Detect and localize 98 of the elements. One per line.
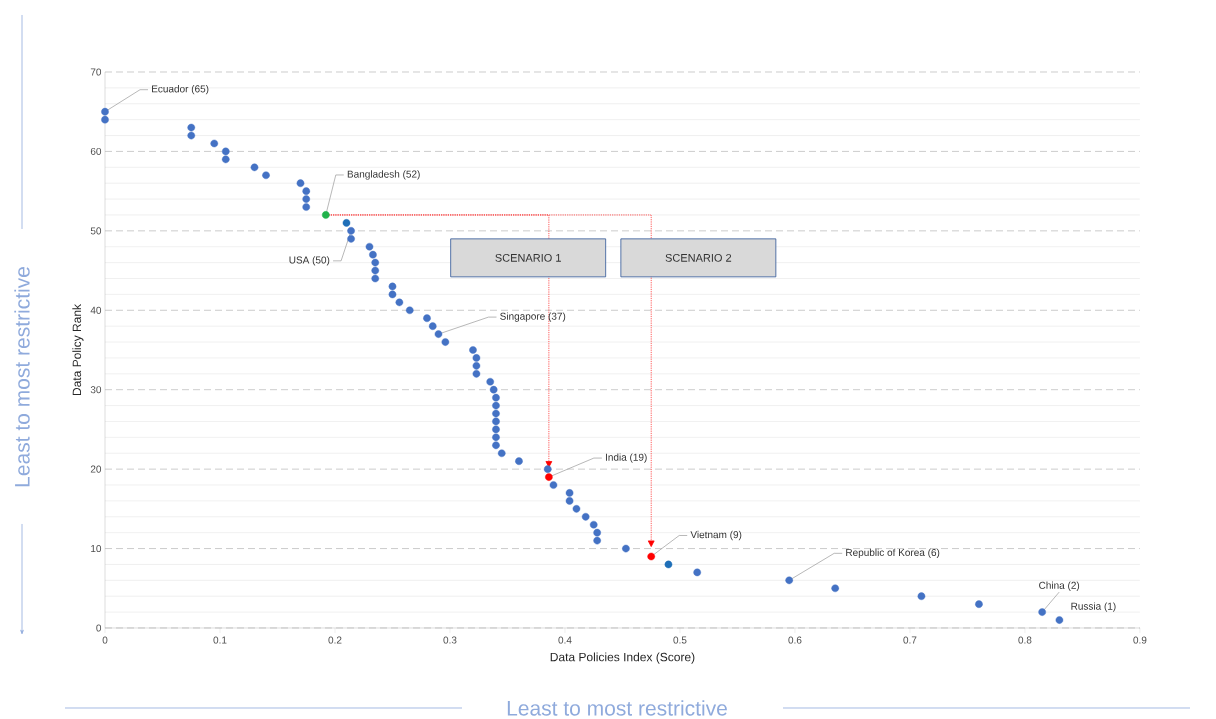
point (593, 536, 601, 545)
point (647, 552, 656, 561)
point (549, 481, 558, 489)
x-tick-label: 0.2 (328, 636, 342, 644)
point (371, 266, 380, 275)
point (347, 234, 355, 243)
point (622, 544, 630, 553)
x-tick-label: 0.6 (788, 636, 802, 644)
point (589, 520, 598, 529)
point (101, 107, 109, 116)
y-tick-label: 60 (90, 147, 102, 155)
x-tick-label: 0.5 (673, 636, 687, 644)
point (492, 393, 500, 402)
point (302, 187, 311, 195)
x-tick-label: 0.4 (558, 636, 572, 644)
point (489, 385, 498, 394)
y-tick-label: 20 (90, 465, 102, 473)
text: Least to most restrictive (507, 700, 727, 716)
point (423, 314, 431, 323)
point (221, 155, 230, 164)
x-axis-title: Data Policies Index (Score) (550, 652, 695, 664)
point (492, 417, 500, 426)
point (371, 274, 380, 283)
point (492, 409, 500, 418)
annotation: SCENARIO 1 (495, 253, 561, 262)
point (210, 139, 219, 148)
point (405, 306, 414, 315)
point (492, 433, 500, 442)
point (497, 449, 506, 458)
point (831, 584, 839, 593)
point (492, 441, 500, 450)
point (469, 346, 477, 354)
annotation: India (19) (605, 453, 647, 463)
annotation: USA (50) (289, 256, 330, 266)
point (369, 250, 377, 259)
point (1055, 616, 1064, 624)
y-tick-label: 70 (90, 68, 102, 76)
point (221, 147, 230, 156)
point (581, 512, 590, 521)
point (1038, 608, 1046, 616)
point (342, 219, 351, 227)
x-tick-label: 0.8 (1018, 636, 1032, 644)
y-axis-title: Data Policy Rank (72, 303, 84, 396)
point (187, 131, 196, 140)
point (428, 322, 437, 330)
annotation: Bangladesh (52) (347, 170, 420, 180)
y-tick-label: 10 (91, 545, 102, 553)
point (975, 600, 983, 608)
annotation: Ecuador (65) (152, 85, 209, 95)
point (572, 505, 581, 513)
x-tick-label: 0.1 (213, 636, 227, 644)
annotation: China (2) (1039, 581, 1080, 591)
point (664, 560, 673, 569)
point (250, 163, 259, 172)
point (543, 465, 552, 473)
point (371, 258, 380, 267)
y-tick-label: 0 (96, 624, 102, 632)
point (515, 457, 523, 465)
point (492, 401, 500, 410)
point (388, 282, 397, 291)
x-tick-label: 0.9 (1133, 636, 1147, 644)
annotation: Republic of Korea (6) (846, 548, 940, 558)
point (101, 115, 109, 124)
point (434, 330, 443, 338)
point (565, 497, 574, 505)
point (472, 362, 481, 370)
annotation: Singapore (37) (500, 312, 566, 322)
point (545, 473, 553, 481)
point (365, 242, 374, 251)
point (593, 528, 601, 537)
point (296, 179, 305, 187)
point (917, 592, 926, 601)
y-tick-label: 30 (90, 386, 102, 394)
y-tick-label: 50 (90, 227, 102, 235)
point (492, 425, 500, 434)
point (187, 123, 196, 132)
point (347, 227, 355, 235)
point (441, 338, 450, 346)
annotation: Russia (1) (1071, 602, 1116, 612)
point (486, 377, 495, 386)
point (302, 195, 311, 203)
point (785, 576, 793, 585)
text: Least to most restrictive (14, 267, 30, 487)
x-tick-label: 0.3 (443, 636, 457, 644)
point (395, 298, 404, 307)
point (693, 568, 702, 577)
point (321, 211, 330, 219)
point (565, 489, 574, 497)
point (472, 370, 481, 378)
annotation: SCENARIO 2 (665, 253, 732, 262)
point (388, 290, 397, 299)
point (302, 203, 311, 211)
point (472, 354, 481, 362)
y-tick-label: 40 (90, 306, 102, 314)
x-tick-label: 0 (102, 636, 108, 644)
point (262, 171, 270, 180)
annotation: Vietnam (9) (690, 530, 742, 541)
x-tick-label: 0.7 (903, 636, 917, 644)
